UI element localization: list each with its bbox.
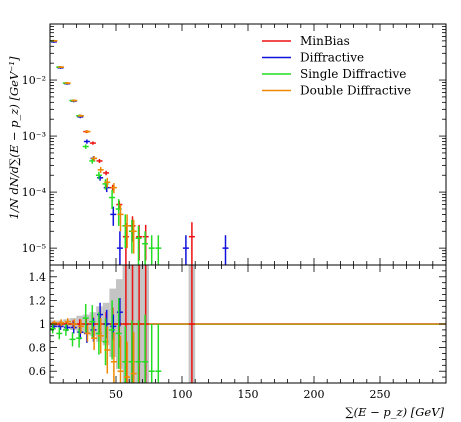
legend: MinBias Diffractive Single Diffractive Doub… bbox=[262, 34, 411, 98]
ratio-point-double-diffractive bbox=[64, 318, 71, 326]
x-axis-label: ∑(E − p_z) [GeV] bbox=[345, 405, 444, 419]
data-point-double-diffractive bbox=[91, 156, 98, 161]
ratio-point-double-diffractive bbox=[77, 319, 84, 334]
data-point-single-diffractive bbox=[95, 171, 102, 180]
ratio-point-single-diffractive bbox=[89, 305, 96, 339]
data-point-double-diffractive bbox=[110, 183, 117, 194]
data-point-double-diffractive bbox=[84, 130, 91, 134]
tick-labels: 50 100 150 200 250 10⁻⁵ 10⁻⁴ 10⁻³ 10⁻² 0.6 0.8 1 1.2… bbox=[22, 74, 391, 401]
data-point-double-diffractive bbox=[117, 204, 124, 232]
main-panel-series bbox=[49, 39, 229, 265]
data-point-double-diffractive bbox=[124, 214, 131, 249]
ratio-point-double-diffractive bbox=[91, 326, 98, 350]
y-tick-label: 10⁻² bbox=[22, 74, 46, 87]
data-point-double-diffractive bbox=[104, 177, 111, 188]
data-point-double-diffractive bbox=[97, 167, 104, 173]
ratio-tick-label: 1 bbox=[39, 318, 46, 331]
data-point-diffractive bbox=[83, 139, 90, 144]
legend-label-single-diffractive: Single Diffractive bbox=[300, 67, 406, 81]
data-point-minbias bbox=[96, 158, 103, 164]
ratio-point-double-diffractive bbox=[117, 335, 124, 383]
main-panel-frame bbox=[49, 23, 447, 266]
ratio-point-single-diffractive bbox=[82, 303, 89, 333]
data-point-minbias bbox=[103, 170, 110, 176]
data-point-minbias bbox=[89, 141, 96, 145]
ratio-point-minbias bbox=[188, 265, 195, 383]
data-point-diffractive bbox=[110, 206, 117, 226]
ratio-point-double-diffractive bbox=[110, 332, 117, 383]
ratio-point-double-diffractive bbox=[130, 332, 137, 383]
axis-ticks bbox=[50, 23, 446, 383]
data-point-single-diffractive bbox=[142, 231, 149, 265]
ratio-point-single-diffractive bbox=[56, 327, 63, 340]
data-point-single-diffractive bbox=[82, 144, 89, 149]
y-tick-label: 10⁻⁴ bbox=[22, 186, 47, 199]
ratio-tick-label: 0.6 bbox=[29, 365, 47, 378]
data-point-diffractive bbox=[97, 175, 104, 181]
ratio-point-single-diffractive bbox=[155, 324, 162, 383]
data-point-double-diffractive bbox=[71, 99, 78, 102]
ratio-point-single-diffractive bbox=[76, 328, 83, 348]
data-point-diffractive bbox=[182, 235, 189, 265]
ratio-point-double-diffractive bbox=[104, 326, 111, 374]
ratio-point-single-diffractive bbox=[135, 320, 142, 383]
ratio-point-single-diffractive bbox=[69, 332, 76, 347]
data-point-double-diffractive bbox=[64, 82, 71, 85]
ratio-point-double-diffractive bbox=[58, 319, 65, 327]
x-tick-label: 100 bbox=[172, 388, 193, 401]
data-point-diffractive bbox=[116, 231, 123, 265]
ratio-point-single-diffractive bbox=[109, 300, 116, 360]
ratio-point-diffractive bbox=[116, 298, 123, 327]
ratio-point-double-diffractive bbox=[84, 325, 91, 342]
ratio-point-double-diffractive bbox=[71, 319, 78, 329]
y-axis-label: 1/N dN/d∑(E − p_z) [GeV⁻¹] bbox=[7, 56, 21, 219]
ratio-panel-series bbox=[49, 265, 195, 383]
ratio-tick-label: 1.2 bbox=[29, 294, 47, 307]
legend-label-diffractive: Diffractive bbox=[300, 51, 364, 65]
ratio-point-single-diffractive bbox=[148, 324, 155, 383]
data-point-single-diffractive bbox=[109, 189, 116, 209]
y-tick-label: 10⁻⁵ bbox=[22, 242, 46, 255]
ratio-point-double-diffractive bbox=[97, 318, 104, 354]
legend-label-double-diffractive: Double Diffractive bbox=[300, 84, 411, 98]
data-point-single-diffractive bbox=[155, 235, 162, 265]
y-tick-label: 10⁻³ bbox=[22, 130, 46, 143]
data-point-double-diffractive bbox=[77, 114, 84, 118]
ratio-tick-label: 0.8 bbox=[29, 342, 47, 355]
x-tick-label: 50 bbox=[109, 388, 123, 401]
ratio-tick-label: 1.4 bbox=[29, 271, 47, 284]
ratio-point-double-diffractive bbox=[124, 341, 131, 383]
data-point-double-diffractive bbox=[58, 66, 65, 69]
legend-label-minbias: MinBias bbox=[300, 34, 350, 48]
data-point-double-diffractive bbox=[130, 219, 137, 254]
data-point-single-diffractive bbox=[148, 235, 155, 265]
ratio-point-single-diffractive bbox=[142, 314, 149, 383]
x-tick-label: 200 bbox=[304, 388, 325, 401]
ratio-point-single-diffractive bbox=[62, 324, 69, 336]
data-point-diffractive bbox=[222, 235, 229, 265]
data-point-single-diffractive bbox=[135, 225, 142, 265]
data-point-minbias bbox=[188, 222, 195, 265]
ratio-point-single-diffractive bbox=[115, 298, 122, 369]
ratio-reference-line bbox=[50, 323, 446, 325]
x-tick-label: 250 bbox=[370, 388, 391, 401]
ratio-point-single-diffractive bbox=[49, 324, 56, 334]
x-tick-label: 150 bbox=[238, 388, 259, 401]
